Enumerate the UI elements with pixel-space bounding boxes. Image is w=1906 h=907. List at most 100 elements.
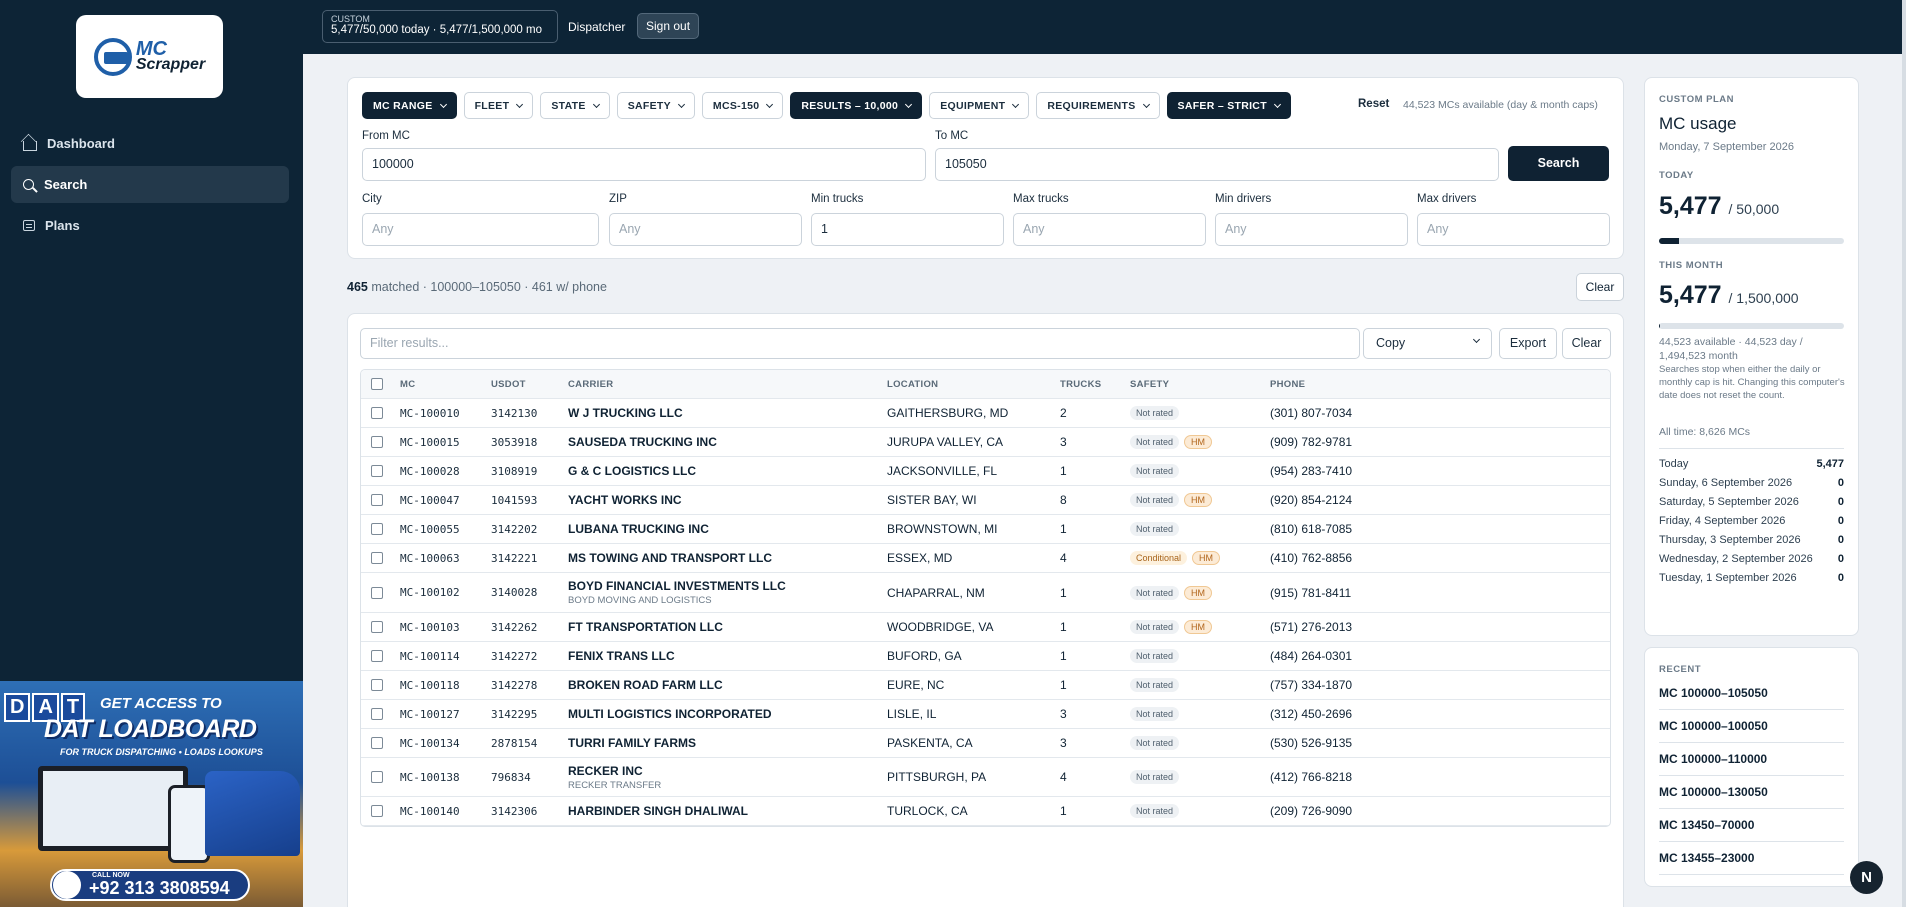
copy-select[interactable]: Copy <box>1363 328 1492 359</box>
sidebar-item-search[interactable]: Search <box>11 166 289 203</box>
row-checkbox[interactable] <box>371 771 383 783</box>
filter-chip-safer[interactable]: SAFER – STRICT <box>1166 92 1291 119</box>
column-header-carrier[interactable]: CARRIER <box>568 378 614 390</box>
table-row[interactable]: MC-100010 3142130 W J TRUCKING LLC GAITHERS… <box>361 399 1610 428</box>
day-label: Friday, 4 September 2026 <box>1659 515 1786 527</box>
min-drivers-input[interactable]: Any <box>1215 213 1408 246</box>
table-row[interactable]: MC-100047 1041593 YACHT WORKS INC SISTER BA… <box>361 486 1610 515</box>
filter-chip-state[interactable]: STATE <box>540 92 610 119</box>
table-row[interactable]: MC-100140 3142306 HARBINDER SINGH DHALIWAL… <box>361 797 1610 826</box>
sidebar-item-plans[interactable]: Plans <box>11 207 289 244</box>
row-select-cell <box>371 797 383 825</box>
phone-cell: (484) 264-0301 <box>1270 649 1353 663</box>
row-checkbox[interactable] <box>371 737 383 749</box>
page-scrollbar[interactable] <box>1902 0 1906 907</box>
max-drivers-input[interactable]: Any <box>1417 213 1610 246</box>
max-trucks-input[interactable]: Any <box>1013 213 1206 246</box>
table-row[interactable]: MC-100102 3140028 BOYD FINANCIAL INVESTMEN… <box>361 573 1610 613</box>
row-checkbox[interactable] <box>371 586 383 599</box>
hazmat-badge: HM <box>1192 551 1221 565</box>
from-mc-input[interactable]: 100000 <box>362 148 926 181</box>
row-checkbox[interactable] <box>371 436 383 448</box>
ad-call-button[interactable]: CALL NOW +92 313 3808594 <box>50 869 250 901</box>
carrier-dba: BOYD MOVING AND LOGISTICS <box>568 595 712 606</box>
column-header-phone[interactable]: PHONE <box>1270 378 1306 390</box>
usdot-cell: 3140028 <box>491 586 538 599</box>
location-cell: PASKENTA, CA <box>887 736 973 750</box>
app-logo[interactable]: MC Scrapper <box>76 15 223 98</box>
table-row[interactable]: MC-100055 3142202 LUBANA TRUCKING INC BROWN… <box>361 515 1610 544</box>
trucks-cell: 8 <box>1060 493 1067 507</box>
table-row[interactable]: MC-100015 3053918 SAUSEDA TRUCKING INC JURU… <box>361 428 1610 457</box>
export-button[interactable]: Export <box>1499 328 1557 359</box>
dat-logo-letter: T <box>60 693 86 722</box>
trucks-cell: 3 <box>1060 435 1067 449</box>
column-header-safety[interactable]: SAFETY <box>1130 378 1170 390</box>
row-checkbox[interactable] <box>371 465 383 477</box>
usdot-cell: 1041593 <box>491 493 538 507</box>
sign-out-button[interactable]: Sign out <box>637 13 700 39</box>
row-checkbox[interactable] <box>371 679 383 691</box>
filter-chip-safety[interactable]: SAFETY <box>616 92 695 119</box>
select-all-checkbox[interactable] <box>371 378 383 390</box>
row-checkbox[interactable] <box>371 708 383 720</box>
chevron-down-icon <box>592 100 600 108</box>
recent-search-item[interactable]: MC 100000–100050 <box>1659 719 1844 743</box>
filter-chip-requirements[interactable]: REQUIREMENTS <box>1036 92 1160 119</box>
mc-cell: MC-100063 <box>400 551 460 565</box>
row-checkbox[interactable] <box>371 621 383 633</box>
zip-input[interactable]: Any <box>609 213 802 246</box>
recent-search-item[interactable]: MC 100000–130050 <box>1659 785 1844 809</box>
table-row[interactable]: MC-100127 3142295 MULTI LOGISTICS INCORPOR… <box>361 700 1610 729</box>
table-row[interactable]: MC-100103 3142262 FT TRANSPORTATION LLC WOO… <box>361 613 1610 642</box>
safety-badge: Not rated <box>1130 435 1180 449</box>
row-checkbox[interactable] <box>371 552 383 564</box>
city-input[interactable]: Any <box>362 213 599 246</box>
row-checkbox[interactable] <box>371 494 383 506</box>
safety-cell: Not rated <box>1130 671 1180 699</box>
filter-chip-results[interactable]: RESULTS – 10,000 <box>790 92 923 119</box>
recent-search-item[interactable]: MC 100000–110000 <box>1659 752 1844 776</box>
dat-loadboard-ad-banner[interactable]: D A T GET ACCESS TO DAT LOADBOARD FOR TR… <box>0 681 303 907</box>
filter-chip-equipment[interactable]: EQUIPMENT <box>929 92 1030 119</box>
safety-badge: Not rated <box>1130 522 1180 536</box>
table-row[interactable]: MC-100028 3108919 G & C LOGISTICS LLC JACKS… <box>361 457 1610 486</box>
filter-chip-mcs150[interactable]: MCS-150 <box>701 92 784 119</box>
usdot-cell: 3142130 <box>491 406 538 420</box>
table-row[interactable]: MC-100118 3142278 BROKEN ROAD FARM LLC EURE… <box>361 671 1610 700</box>
sidebar-item-dashboard[interactable]: Dashboard <box>11 125 289 162</box>
to-mc-input[interactable]: 105050 <box>935 148 1499 181</box>
row-checkbox[interactable] <box>371 650 383 662</box>
from-mc-label: From MC <box>362 130 410 142</box>
help-button[interactable]: N <box>1850 861 1883 894</box>
safety-cell: Not rated <box>1130 457 1180 485</box>
month-progress-fill <box>1659 323 1660 329</box>
column-header-trucks[interactable]: TRUCKS <box>1060 378 1102 390</box>
carrier-name: BOYD FINANCIAL INVESTMENTS LLC <box>568 579 786 593</box>
recent-search-item[interactable]: MC 100000–105050 <box>1659 686 1844 710</box>
reset-filters-link[interactable]: Reset <box>1358 98 1390 110</box>
location-cell: TURLOCK, CA <box>887 804 968 818</box>
row-checkbox[interactable] <box>371 407 383 419</box>
table-row[interactable]: MC-100063 3142221 MS TOWING AND TRANSPORT … <box>361 544 1610 573</box>
search-button[interactable]: Search <box>1508 146 1609 181</box>
table-row[interactable]: MC-100138 796834 RECKER INC RECKER TRANSFER… <box>361 758 1610 797</box>
clear-results-button[interactable]: Clear <box>1562 328 1611 359</box>
min-trucks-input[interactable]: 1 <box>811 213 1004 246</box>
recent-search-item[interactable]: MC 13450–70000 <box>1659 818 1844 842</box>
filter-results-input[interactable]: Filter results... <box>360 328 1360 359</box>
column-header-mc[interactable]: MC <box>400 378 416 390</box>
location-cell: ESSEX, MD <box>887 551 953 565</box>
row-checkbox[interactable] <box>371 523 383 535</box>
table-row[interactable]: MC-100134 2878154 TURRI FAMILY FARMS PASKEN… <box>361 729 1610 758</box>
recent-search-item[interactable]: MC 13455–23000 <box>1659 851 1844 875</box>
chip-label: EQUIPMENT <box>940 99 1006 112</box>
filter-chip-mc-range[interactable]: MC RANGE <box>362 92 457 119</box>
row-checkbox[interactable] <box>371 805 383 817</box>
filter-chip-fleet[interactable]: FLEET <box>463 92 534 119</box>
column-header-location[interactable]: LOCATION <box>887 378 939 390</box>
table-row[interactable]: MC-100114 3142272 FENIX TRANS LLC BUFORD, G… <box>361 642 1610 671</box>
laptop-image <box>38 766 188 851</box>
column-header-usdot[interactable]: USDOT <box>491 378 526 390</box>
clear-search-button[interactable]: Clear <box>1576 273 1624 301</box>
